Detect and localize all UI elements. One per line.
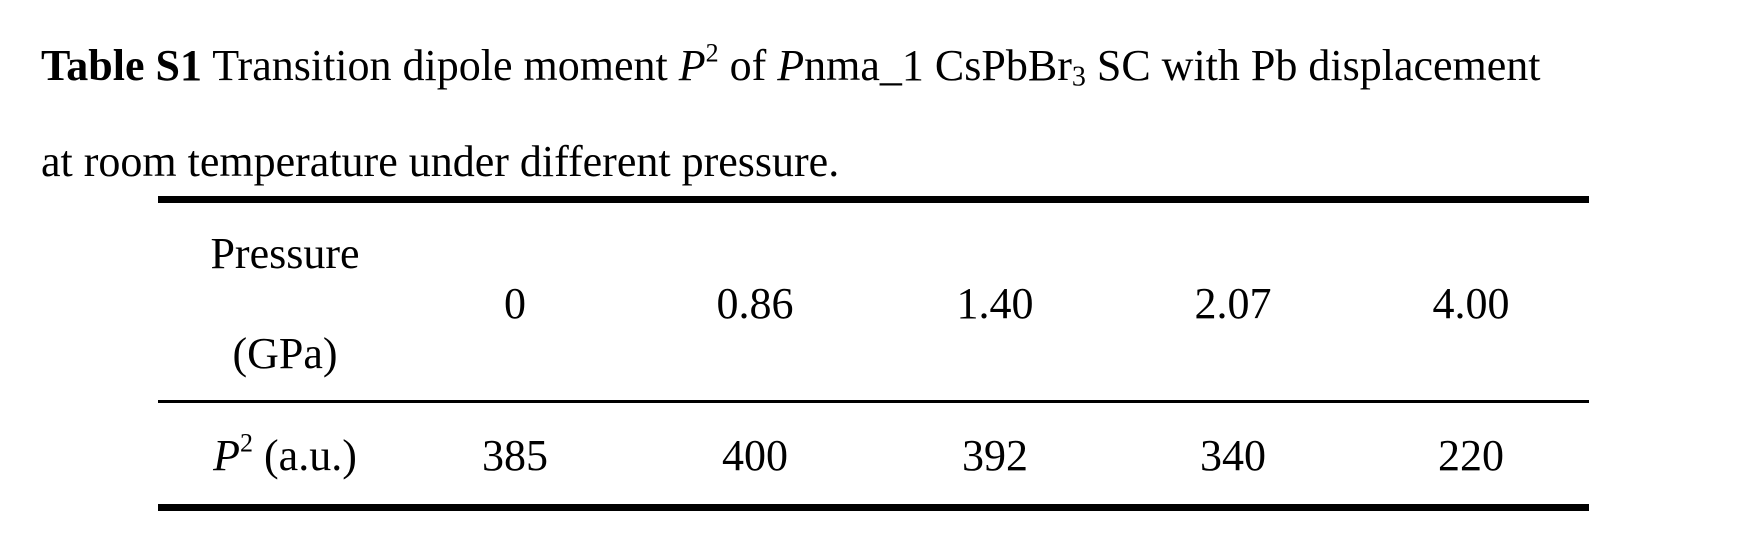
- caption-line-1: Table S1 Transition dipole moment P2 of …: [41, 18, 1711, 114]
- caption-space-group-rest: nma_1 CsPbBr: [804, 41, 1072, 90]
- row-label-exponent: 2: [240, 428, 254, 458]
- table-top-rule: [158, 196, 1589, 203]
- dipole-value-cell: 385: [482, 431, 548, 480]
- table-label: Table S1: [41, 41, 203, 90]
- dipole-value-cell: 220: [1438, 431, 1504, 480]
- table-bottom-rule: [158, 504, 1589, 511]
- caption-text-2: of: [718, 41, 778, 90]
- dipole-value-cell: 392: [962, 431, 1028, 480]
- table-mid-rule: [158, 400, 1589, 403]
- dipole-value-cell: 400: [722, 431, 788, 480]
- caption-text-3: SC with Pb displacement: [1085, 41, 1541, 90]
- header-pressure-value: 1.40: [956, 279, 1034, 328]
- table-caption: Table S1 Transition dipole moment P2 of …: [41, 18, 1711, 210]
- caption-space-group-italic: P: [777, 41, 805, 90]
- header-pressure-value: 0.86: [716, 279, 794, 328]
- header-pressure-unit: (GPa): [232, 329, 338, 378]
- header-pressure-value: 4.00: [1432, 279, 1510, 328]
- caption-symbol-p: P: [678, 41, 706, 90]
- caption-formula-subscript: 3: [1071, 61, 1086, 93]
- caption-line-2: at room temperature under different pres…: [41, 137, 840, 186]
- header-pressure-value: 0: [504, 279, 526, 328]
- row-label-symbol: P: [213, 431, 241, 480]
- caption-symbol-exponent: 2: [705, 38, 719, 68]
- row-label-unit: (a.u.): [253, 431, 357, 480]
- caption-text-1: Transition dipole moment: [202, 41, 679, 90]
- header-pressure-line-1: Pressure: [210, 229, 360, 278]
- dipole-value-cell: 340: [1200, 431, 1266, 480]
- header-pressure-label: Pressure (GPa): [170, 228, 400, 380]
- header-pressure-value: 2.07: [1194, 279, 1272, 328]
- row-label-dipole: P2 (a.u.): [170, 430, 400, 482]
